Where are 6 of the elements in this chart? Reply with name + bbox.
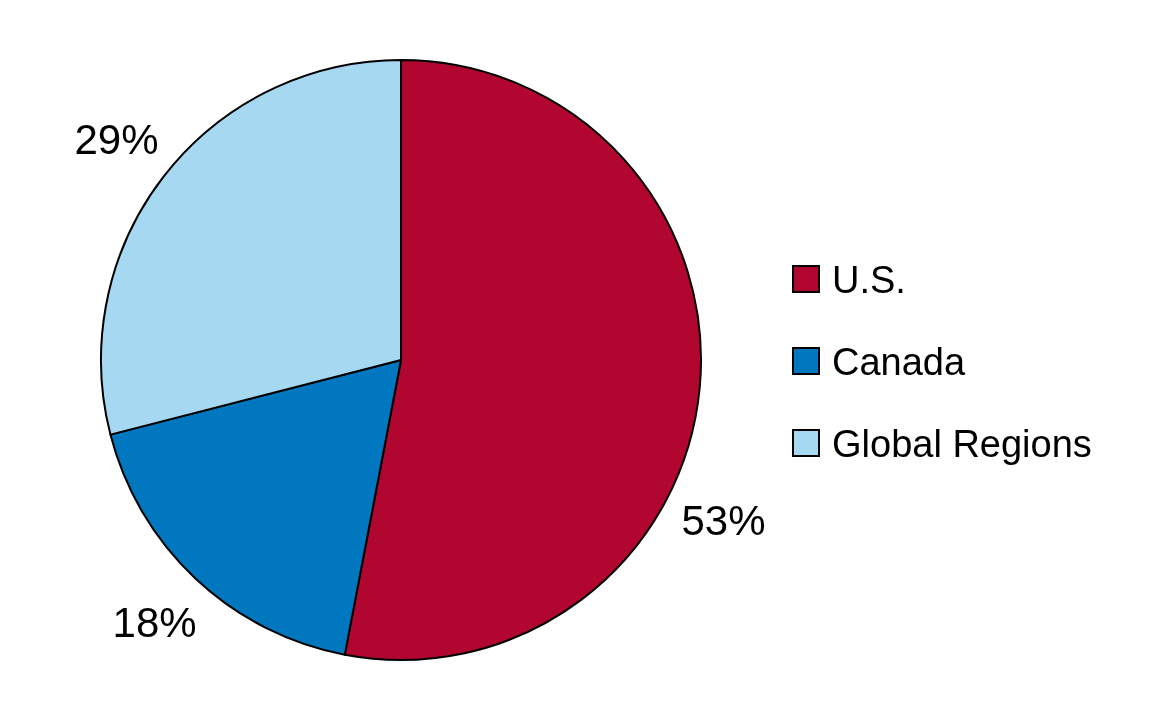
legend-label: U.S. [832,258,906,301]
data-label: 29% [74,116,159,164]
data-label: 53% [681,496,766,544]
legend-label: Canada [832,340,966,383]
data-label: 18% [112,599,197,647]
legend-label: Global Regions [832,422,1092,465]
